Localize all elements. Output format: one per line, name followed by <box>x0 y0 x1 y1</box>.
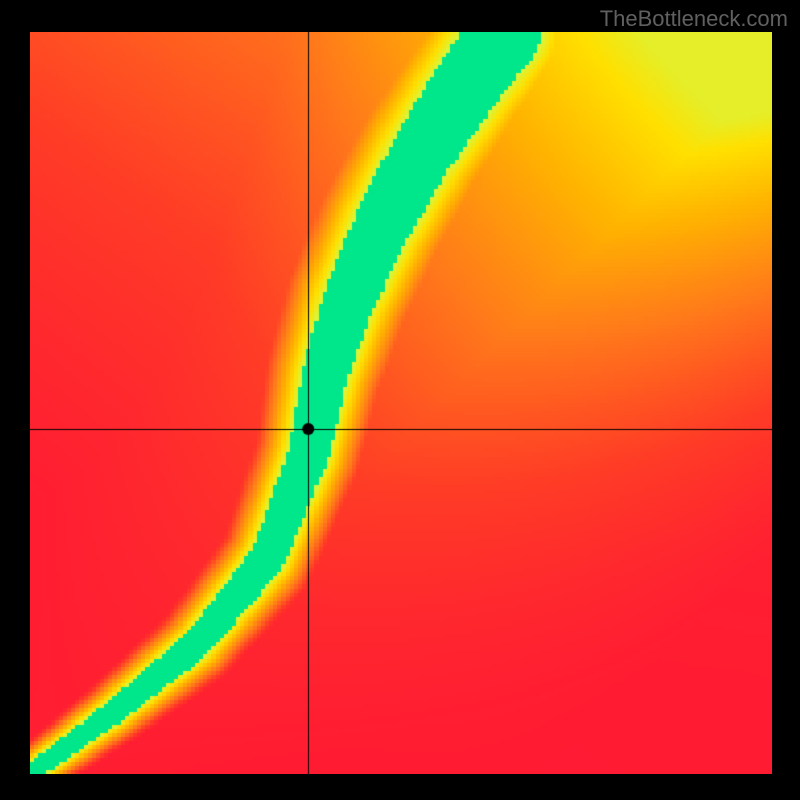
chart-container: TheBottleneck.com <box>0 0 800 800</box>
plot-outer-frame <box>30 32 772 774</box>
heatmap-canvas <box>30 32 772 774</box>
watermark-text: TheBottleneck.com <box>600 6 788 32</box>
